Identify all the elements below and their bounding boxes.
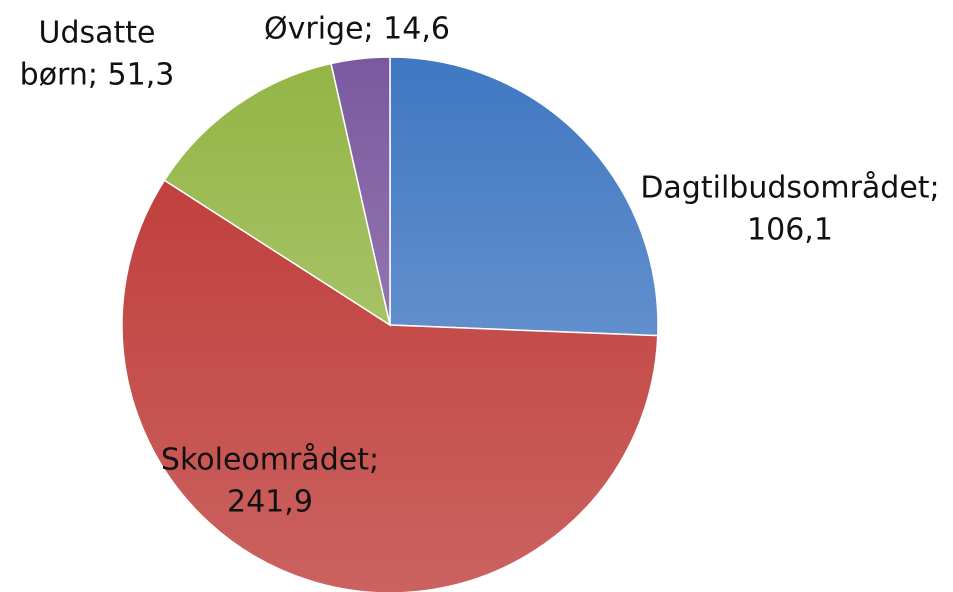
data-label: 106,1 [747, 213, 833, 248]
pie-slice [163, 62, 392, 327]
pie-slice [121, 179, 659, 592]
pie-slice [330, 56, 391, 326]
data-label: Øvrige; 14,6 [264, 12, 450, 47]
data-label: Dagtilbudsområdet; [640, 171, 939, 206]
data-label: 241,9 [227, 485, 313, 520]
data-label: Skoleområdet; [161, 443, 379, 478]
pie-slice [389, 56, 659, 337]
data-label: børn; 51,3 [20, 58, 175, 93]
data-label: Udsatte [39, 16, 156, 51]
